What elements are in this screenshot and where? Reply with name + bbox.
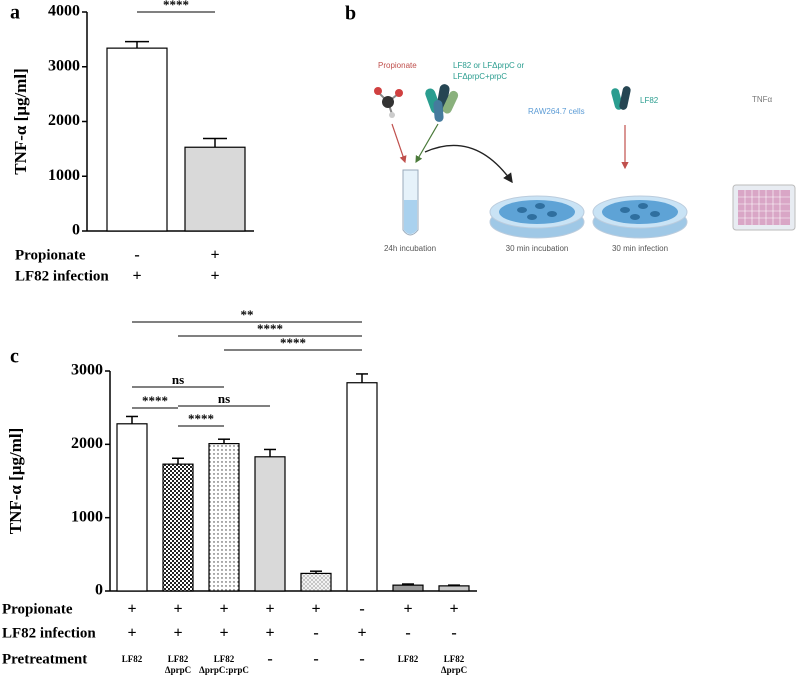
significance-label: **** — [280, 335, 306, 350]
plate-icon — [732, 184, 796, 231]
row-label: Propionate — [15, 247, 86, 263]
row-cell: + — [357, 625, 366, 642]
row-cell: - — [405, 625, 410, 642]
bar — [116, 423, 148, 592]
row-cell: LF82 — [168, 654, 189, 664]
row-cell: + — [173, 601, 182, 618]
y-tick-label: 1000 — [48, 167, 80, 184]
arrow — [424, 144, 513, 184]
significance-label: **** — [142, 393, 168, 408]
molecule-icon — [374, 87, 403, 118]
step-label: 30 min infection — [612, 244, 668, 253]
significance-label: **** — [163, 0, 189, 12]
row-cell: - — [451, 625, 456, 642]
row-cell: - — [359, 601, 364, 618]
y-tick-label: 4000 — [48, 3, 80, 20]
row-cell: + — [210, 247, 219, 264]
bar — [300, 572, 332, 592]
row-cell: - — [267, 651, 272, 668]
row-cell: LF82 — [122, 654, 143, 664]
arrow — [391, 123, 407, 164]
bar — [392, 584, 424, 592]
row-cell: + — [132, 268, 141, 285]
y-tick-label: 2000 — [48, 112, 80, 129]
y-tick-label: 3000 — [48, 57, 80, 74]
y-tick-label: 1000 — [71, 508, 103, 525]
row-cell: LF82 — [398, 654, 419, 664]
label-strains: LFΔprpC+prpC — [453, 72, 507, 81]
row-label: Pretreatment — [2, 651, 87, 667]
row-label: LF82 infection — [2, 625, 96, 641]
bar — [254, 456, 286, 592]
row-cell: - — [359, 651, 364, 668]
panel-label: b — [345, 3, 356, 25]
panel-b: b Propionate LF82 or LFΔprpC or LFΔprpC+… — [345, 3, 796, 253]
bar — [184, 146, 246, 232]
row-cell: + — [219, 625, 228, 642]
row-cell: + — [311, 601, 320, 618]
y-axis-label: TNF-α [μg/ml] — [6, 428, 25, 534]
significance-label: ns — [218, 391, 230, 406]
panel-label: c — [10, 346, 19, 368]
row-label: LF82 infection — [15, 268, 109, 284]
row-cell: + — [127, 601, 136, 618]
significance-label: **** — [257, 321, 283, 336]
row-cell: - — [134, 247, 139, 264]
step-label: 24h incubation — [384, 244, 436, 253]
row-cell: ΔprpC:prpC — [199, 665, 249, 675]
row-cell: + — [265, 625, 274, 642]
bar — [106, 47, 168, 232]
row-cell: + — [210, 268, 219, 285]
row-cell: LF82 — [214, 654, 235, 664]
petri-dish — [489, 195, 585, 239]
petri-dish — [592, 195, 688, 239]
row-cell: - — [313, 625, 318, 642]
label-strain: LF82 — [640, 96, 659, 105]
step-label: 30 min incubation — [506, 244, 569, 253]
row-cell: + — [403, 601, 412, 618]
label-cells: RAW264.7 cells — [528, 107, 585, 116]
row-label: Propionate — [2, 601, 73, 617]
bar — [438, 585, 470, 592]
significance-label: ns — [172, 372, 184, 387]
row-cell: + — [173, 625, 182, 642]
row-cell: - — [313, 651, 318, 668]
panel-label: a — [10, 2, 20, 24]
bar — [346, 382, 378, 592]
row-cell: ΔprpC — [441, 665, 467, 675]
y-axis-label: TNF-α [μg/ml] — [11, 68, 30, 174]
significance-label: **** — [188, 411, 214, 426]
label-readout: TNFα — [752, 95, 773, 104]
label-strains: LF82 or LFΔprpC or — [453, 61, 524, 70]
significance-label: ** — [241, 307, 254, 322]
row-cell: + — [449, 601, 458, 618]
bar — [162, 463, 194, 592]
row-cell: + — [219, 601, 228, 618]
bacteria-icon — [611, 86, 631, 110]
row-cell: LF82 — [444, 654, 465, 664]
bar — [208, 443, 240, 592]
arrow — [415, 123, 439, 164]
y-tick-label: 2000 — [71, 435, 103, 452]
y-tick-label: 0 — [95, 582, 103, 599]
row-cell: ΔprpC — [165, 665, 191, 675]
label-propionate: Propionate — [378, 61, 417, 70]
tube-icon — [402, 169, 419, 236]
bacteria-icon — [425, 84, 459, 122]
y-tick-label: 3000 — [71, 362, 103, 379]
row-cell: + — [127, 625, 136, 642]
y-tick-label: 0 — [72, 222, 80, 239]
row-cell: + — [265, 601, 274, 618]
